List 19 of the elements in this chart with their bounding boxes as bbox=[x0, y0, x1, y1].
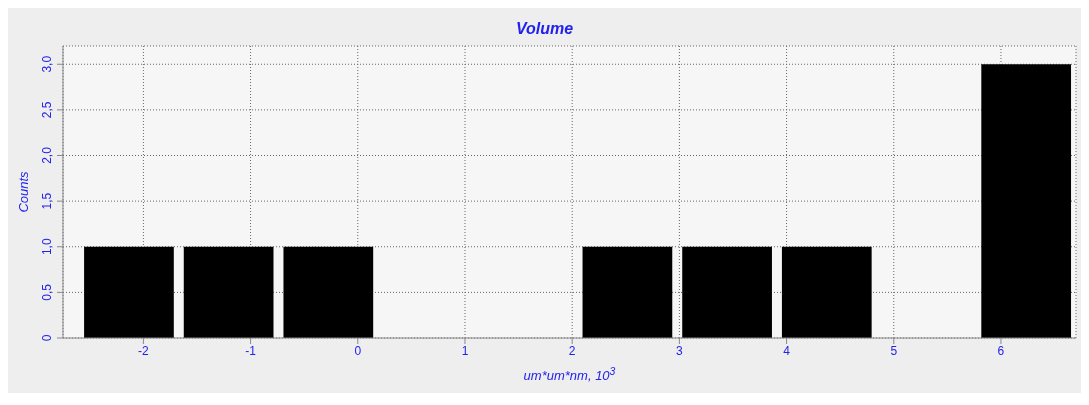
x-tick-label: -1 bbox=[245, 343, 257, 358]
x-axis-title: um*um*nm, 10$^{3}$ bbox=[523, 365, 616, 383]
y-tick-label: 2,0 bbox=[40, 146, 54, 164]
chart-title: Volume bbox=[514, 19, 575, 38]
x-tick-label: 0 bbox=[354, 343, 362, 358]
y-tick-label: 1,5 bbox=[40, 192, 54, 210]
y-tick-label: 0 bbox=[40, 334, 54, 342]
x-tick-label: 1 bbox=[461, 343, 469, 358]
y-tick-label: 2,5 bbox=[40, 101, 54, 119]
x-tick-label: 5 bbox=[890, 343, 898, 358]
x-tick-label: -2 bbox=[138, 343, 150, 358]
y-tick-label: 3,0 bbox=[40, 55, 54, 73]
y-tick-label: 1,0 bbox=[40, 238, 54, 256]
y-axis-title: Counts bbox=[16, 170, 31, 213]
x-tick-label: 4 bbox=[783, 343, 791, 358]
x-tick-label: 6 bbox=[997, 343, 1005, 358]
x-tick-label: 2 bbox=[568, 343, 576, 358]
x-tick-label: 3 bbox=[676, 343, 684, 358]
y-tick-label: 0,5 bbox=[40, 283, 54, 301]
